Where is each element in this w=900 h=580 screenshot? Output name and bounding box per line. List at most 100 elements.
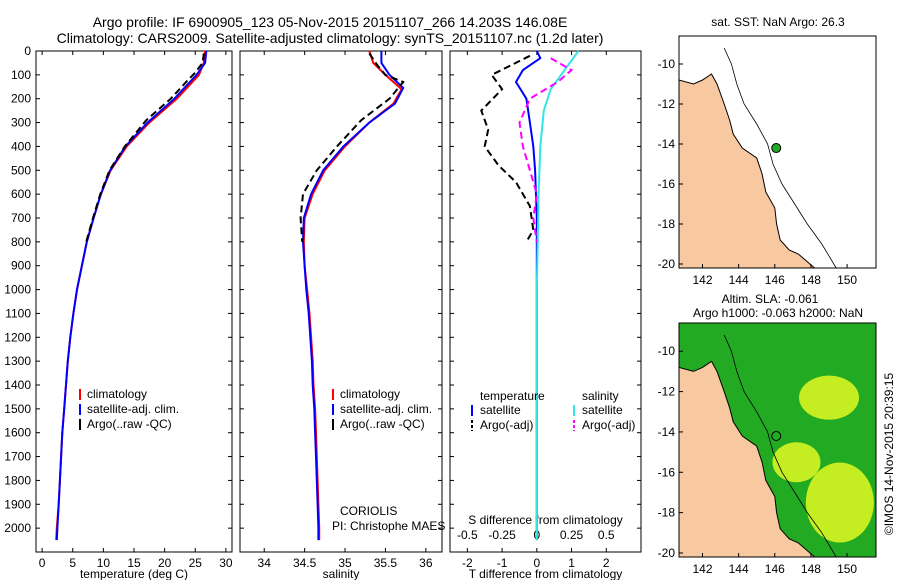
lon-tick-label: 146 bbox=[765, 273, 785, 287]
map-frame bbox=[678, 35, 877, 269]
x-axis-label: salinity bbox=[323, 567, 360, 580]
x2-tick-label: 0.25 bbox=[560, 528, 584, 542]
x-tick-label: 35 bbox=[338, 556, 352, 570]
y-tick-label: 400 bbox=[11, 139, 31, 153]
x-tick-label: 2 bbox=[603, 556, 610, 570]
y-tick-label: 1400 bbox=[4, 378, 31, 392]
lon-tick-label: 142 bbox=[692, 562, 712, 576]
annotation-pi: PI: Christophe MAES bbox=[332, 519, 445, 533]
y-tick-label: 1200 bbox=[4, 330, 31, 344]
legend-entry: Argo(-adj) bbox=[480, 418, 533, 432]
imos-timestamp-label: ©IMOS 14-Nov-2015 20:39:15 bbox=[882, 372, 897, 536]
series-line-salinity-argo-adj- bbox=[518, 57, 574, 243]
y-tick-label: 900 bbox=[11, 259, 31, 273]
legend-header-temperature: temperature bbox=[480, 389, 545, 403]
legend-entry: climatology bbox=[340, 387, 400, 401]
sst-map-title: sat. SST: NaN Argo: 26.3 bbox=[711, 15, 845, 29]
sla-map bbox=[678, 322, 877, 558]
sla-high-anomaly bbox=[799, 375, 860, 420]
y-tick-label: 1500 bbox=[4, 402, 31, 416]
x-tick-label: -1 bbox=[497, 556, 508, 570]
y-tick-label: 300 bbox=[11, 116, 31, 130]
plot-frame-salinity-profile bbox=[239, 50, 443, 553]
chart-title-line1: Argo profile: IF 6900905_123 05-Nov-2015… bbox=[92, 14, 568, 30]
series-line-argo-raw-qc- bbox=[85, 53, 205, 243]
plot-frame-difference-profile bbox=[449, 50, 642, 553]
series-line-satellite-adj-clim- bbox=[301, 51, 405, 541]
x-tick-label: 30 bbox=[219, 556, 233, 570]
sla-high-anomaly bbox=[772, 442, 821, 483]
lon-tick-label: 144 bbox=[729, 273, 749, 287]
x-axis-label: temperature (deg C) bbox=[80, 567, 188, 580]
y-tick-label: 800 bbox=[11, 235, 31, 249]
x-tick-label: 36 bbox=[419, 556, 433, 570]
x-tick-label: 25 bbox=[189, 556, 203, 570]
lon-tick-label: 146 bbox=[765, 562, 785, 576]
series-line-temperature-argo-adj- bbox=[480, 54, 535, 243]
y-tick-label: 0 bbox=[24, 44, 31, 58]
y-tick-label: 500 bbox=[11, 163, 31, 177]
y-tick-label: 100 bbox=[11, 68, 31, 82]
series-line-satellite-adj-clim- bbox=[55, 50, 208, 541]
lat-tick-label: -12 bbox=[658, 385, 676, 399]
x-tick-label: 20 bbox=[158, 556, 172, 570]
shelf-contour bbox=[723, 334, 837, 558]
lat-tick-label: -16 bbox=[658, 177, 676, 191]
y-tick-label: 200 bbox=[11, 92, 31, 106]
sla-high-anomaly bbox=[805, 462, 874, 543]
lat-tick-label: -10 bbox=[658, 57, 676, 71]
y-tick-label: 1700 bbox=[4, 450, 31, 464]
lon-tick-label: 150 bbox=[837, 273, 857, 287]
y-tick-label: 600 bbox=[11, 187, 31, 201]
y-tick-label: 1000 bbox=[4, 283, 31, 297]
y-tick-label: 700 bbox=[11, 211, 31, 225]
legend-entry: Argo(..raw -QC) bbox=[340, 417, 425, 431]
x-tick-label: 0 bbox=[533, 556, 540, 570]
legend-entry: satellite bbox=[582, 403, 623, 417]
argo-position-marker bbox=[771, 431, 782, 442]
lon-tick-label: 148 bbox=[801, 273, 821, 287]
shelf-contour bbox=[723, 47, 837, 269]
legend-entry: satellite-adj. clim. bbox=[87, 402, 179, 416]
x-tick-label: 5 bbox=[69, 556, 76, 570]
plot-frame-temperature-profile bbox=[35, 50, 233, 553]
x2-axis-label: S difference from climatology bbox=[468, 513, 623, 527]
x-tick-label: 0 bbox=[39, 556, 46, 570]
sla-map-title-line2: Argo h1000: -0.063 h2000: NaN bbox=[693, 306, 863, 320]
lat-tick-label: -10 bbox=[658, 344, 676, 358]
legend-entry: Argo(..raw -QC) bbox=[87, 417, 172, 431]
legend-entry: climatology bbox=[87, 387, 147, 401]
lat-tick-label: -14 bbox=[658, 137, 676, 151]
chart-title-line2: Climatology: CARS2009. Satellite-adjuste… bbox=[56, 30, 604, 46]
annotation-coriolis: CORIOLIS bbox=[340, 504, 397, 518]
legend-entry: satellite-adj. clim. bbox=[340, 402, 432, 416]
x-tick-label: 15 bbox=[127, 556, 141, 570]
x-tick-label: 35.5 bbox=[374, 556, 398, 570]
x-tick-label: 1 bbox=[568, 556, 575, 570]
x-tick-label: 34.5 bbox=[293, 556, 317, 570]
x-tick-label: 10 bbox=[97, 556, 111, 570]
x2-tick-label: -0.25 bbox=[488, 528, 516, 542]
y-tick-label: 2000 bbox=[4, 521, 31, 535]
series-line-argo-raw-qc- bbox=[299, 52, 405, 242]
legend-entry: Argo(-adj) bbox=[582, 418, 635, 432]
lat-tick-label: -20 bbox=[658, 257, 676, 271]
argo-position-marker bbox=[771, 143, 782, 154]
y-tick-label: 1300 bbox=[4, 354, 31, 368]
lon-tick-label: 150 bbox=[837, 562, 857, 576]
lon-tick-label: 142 bbox=[692, 273, 712, 287]
x-axis-label: T difference from climatology bbox=[469, 567, 623, 580]
x-tick-label: -2 bbox=[462, 556, 473, 570]
map-frame bbox=[678, 322, 877, 558]
legend-header-salinity: salinity bbox=[582, 389, 619, 403]
lat-tick-label: -16 bbox=[658, 465, 676, 479]
lat-tick-label: -18 bbox=[658, 217, 676, 231]
y-tick-label: 1800 bbox=[4, 473, 31, 487]
y-tick-label: 1100 bbox=[5, 306, 31, 320]
x2-tick-label: 0.5 bbox=[598, 528, 615, 542]
x2-tick-label: -0.5 bbox=[457, 528, 478, 542]
lat-tick-label: -12 bbox=[658, 97, 676, 111]
lat-tick-label: -18 bbox=[658, 506, 676, 520]
series-line-salinity-satellite bbox=[535, 50, 580, 541]
